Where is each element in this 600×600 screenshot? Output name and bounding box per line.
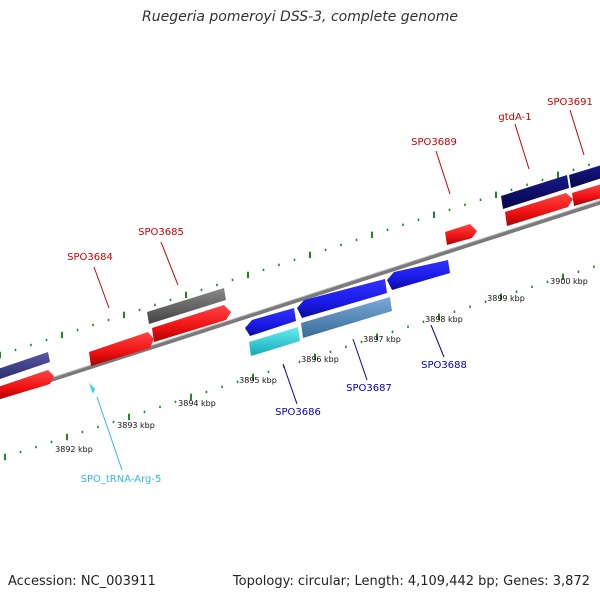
- leader-spo3691: [569, 109, 585, 156]
- leader-spo3689: [435, 150, 451, 195]
- gene-label-spo3686[interactable]: SPO3686: [275, 407, 321, 418]
- upper-tick-row: [0, 163, 590, 359]
- lower-tick-row: [4, 265, 595, 461]
- leader-spo-trna-arg-5: [96, 396, 123, 471]
- feature-spo3686-blue[interactable]: [245, 308, 296, 336]
- feature-spo3691[interactable]: [572, 183, 600, 206]
- feature-left-red[interactable]: [0, 370, 54, 400]
- feature-spo3685-gray[interactable]: [147, 288, 226, 324]
- genome-summary-text: Topology: circular; Length: 4,109,442 bp…: [232, 574, 590, 589]
- scale-label: 3898 kbp: [425, 315, 463, 324]
- scale-label: 3899 kbp: [487, 294, 525, 303]
- feature-spo-trna-arg-5[interactable]: [89, 383, 95, 394]
- leader-spo3688: [430, 324, 445, 358]
- feature-spo3687-blue[interactable]: [297, 279, 387, 318]
- feature-left-purple[interactable]: [0, 352, 50, 380]
- leader-gtda-1: [514, 123, 530, 170]
- leader-spo3685: [160, 241, 179, 286]
- scale-label: 3893 kbp: [117, 421, 155, 430]
- gene-label-spo3691[interactable]: SPO3691: [547, 97, 593, 108]
- feature-spo3689[interactable]: [445, 224, 477, 245]
- genome-backbone: [0, 200, 600, 399]
- leader-spo3686: [282, 363, 298, 405]
- gene-label-spo3688[interactable]: SPO3688: [421, 360, 467, 371]
- gene-label-spo3685[interactable]: SPO3685: [138, 227, 184, 238]
- gene-label-spo3684[interactable]: SPO3684: [67, 252, 113, 263]
- map-title: Ruegeria pomeroyi DSS-3, complete genome: [142, 9, 458, 25]
- gene-label-spo-trna-arg-5[interactable]: SPO_tRNA-Arg-5: [81, 474, 162, 485]
- scale-label: 3894 kbp: [178, 399, 216, 408]
- accession-text: Accession: NC_003911: [8, 574, 156, 589]
- feature-gtda-1[interactable]: [505, 193, 573, 226]
- feature-spo3691-navy[interactable]: [569, 164, 600, 188]
- feature-spo3685[interactable]: [152, 305, 231, 342]
- feature-gtda-1-navy[interactable]: [501, 175, 569, 209]
- gene-label-gtda-1[interactable]: gtdA-1: [498, 112, 531, 123]
- scale-label: 3897 kbp: [363, 335, 401, 344]
- scale-label: 3892 kbp: [55, 445, 93, 454]
- leader-spo3684: [93, 266, 110, 309]
- gene-label-spo3687[interactable]: SPO3687: [346, 383, 392, 394]
- feature-spo3687-slate[interactable]: [301, 297, 392, 338]
- scale-label: 3895 kbp: [239, 376, 277, 385]
- scale-label: 3900 kbp: [550, 277, 588, 286]
- feature-spo3684[interactable]: [89, 332, 154, 366]
- scale-label: 3896 kbp: [301, 355, 339, 364]
- feature-spo3686-cyan[interactable]: [249, 327, 300, 356]
- feature-spo3688[interactable]: [387, 260, 450, 290]
- gene-label-spo3689[interactable]: SPO3689: [411, 137, 457, 148]
- leader-spo3687: [352, 338, 368, 381]
